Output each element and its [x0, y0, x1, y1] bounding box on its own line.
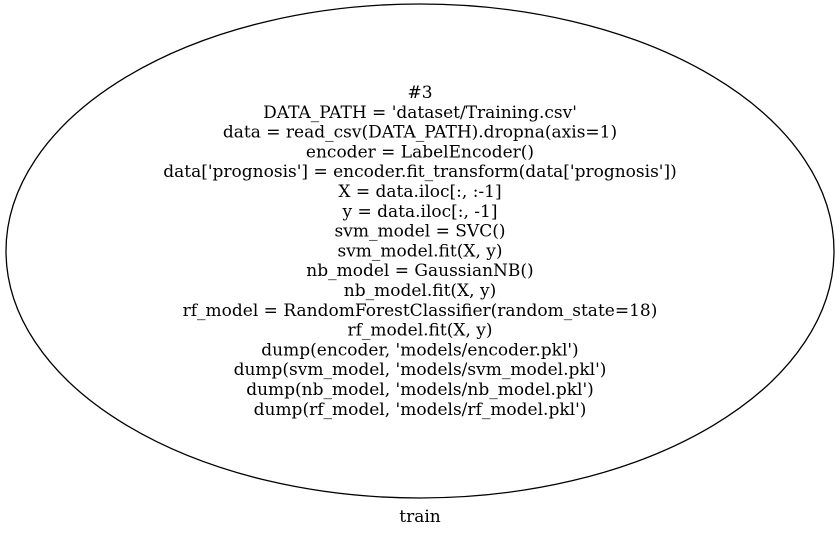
code-line: dump(rf_model, 'models/rf_model.pkl')	[254, 400, 587, 420]
code-line: y = data.iloc[:, -1]	[341, 202, 497, 222]
code-node-ellipse	[5, 3, 835, 499]
code-line: DATA_PATH = 'dataset/Training.csv'	[263, 103, 577, 123]
code-line: svm_model = SVC()	[335, 222, 506, 242]
code-line: dump(nb_model, 'models/nb_model.pkl')	[246, 380, 594, 400]
code-line: data['prognosis'] = encoder.fit_transfor…	[163, 162, 676, 182]
code-line: dump(svm_model, 'models/svm_model.pkl')	[234, 360, 607, 380]
code-line: rf_model = RandomForestClassifier(random…	[183, 301, 658, 321]
code-line: nb_model = GaussianNB()	[306, 261, 533, 281]
code-line: X = data.iloc[:, :-1]	[338, 182, 501, 202]
code-line: encoder = LabelEncoder()	[306, 142, 534, 162]
code-line: rf_model.fit(X, y)	[347, 321, 492, 341]
code-line: dump(encoder, 'models/encoder.pkl')	[261, 340, 578, 360]
diagram-caption: train	[399, 507, 441, 527]
code-line: svm_model.fit(X, y)	[337, 241, 502, 261]
code-line: data = read_csv(DATA_PATH).dropna(axis=1…	[223, 123, 617, 143]
code-line: nb_model.fit(X, y)	[344, 281, 496, 301]
node-id-label: #3	[407, 83, 432, 103]
